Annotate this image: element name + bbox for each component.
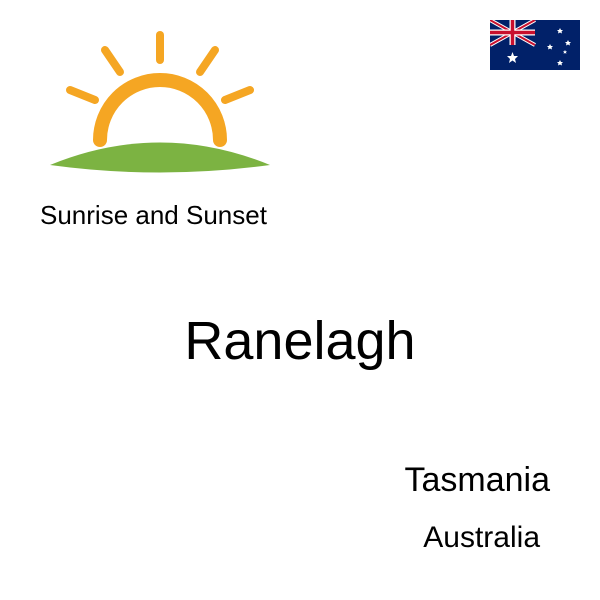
region-text: Tasmania [404, 461, 550, 500]
sunrise-logo [30, 20, 290, 200]
country-text: Australia [423, 521, 540, 555]
sunrise-icon [30, 20, 290, 200]
flag-icon [490, 20, 580, 70]
australia-flag [490, 20, 580, 70]
subtitle-text: Sunrise and Sunset [40, 200, 267, 231]
location-title: Ranelagh [0, 310, 600, 372]
